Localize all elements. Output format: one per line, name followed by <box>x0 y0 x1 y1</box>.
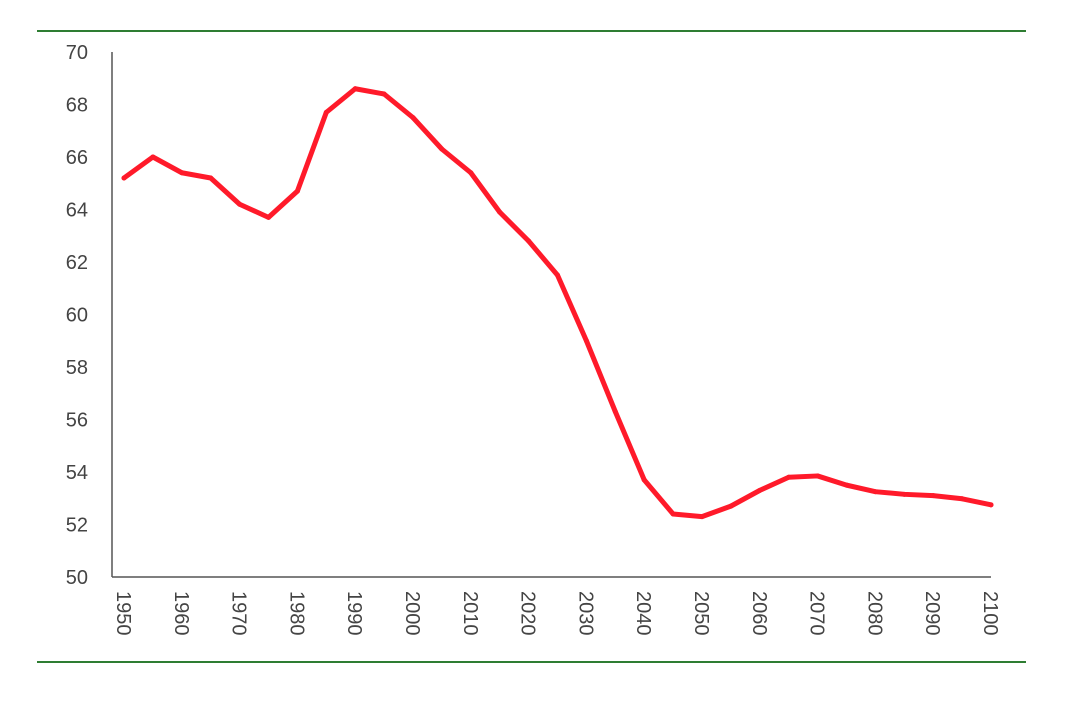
plot-area <box>121 86 994 520</box>
data-point <box>439 146 445 152</box>
x-tick-label: 2100 <box>979 591 1001 636</box>
x-tick-label: 2060 <box>748 591 770 636</box>
data-point <box>150 154 156 160</box>
data-point <box>815 473 821 479</box>
x-tick-label: 2050 <box>690 591 712 636</box>
y-tick-label: 54 <box>66 462 88 484</box>
data-point <box>930 493 936 499</box>
series-line <box>121 86 994 520</box>
y-tick-label: 52 <box>66 515 88 537</box>
y-tick-label: 62 <box>66 252 88 274</box>
y-tick-label: 58 <box>66 357 88 379</box>
data-point <box>410 115 416 121</box>
top-rule <box>37 30 1026 32</box>
data-point <box>497 209 503 215</box>
x-tick-label: 2080 <box>863 591 885 636</box>
data-point <box>901 491 907 497</box>
data-point <box>757 487 763 493</box>
data-point <box>583 338 589 344</box>
data-point <box>323 109 329 115</box>
data-point <box>699 514 705 520</box>
data-point <box>872 489 878 495</box>
data-point <box>468 170 474 176</box>
x-tick-label: 1960 <box>170 591 192 636</box>
data-point <box>121 175 127 181</box>
data-point <box>786 474 792 480</box>
x-tick-label: 1980 <box>285 591 307 636</box>
data-point <box>381 91 387 97</box>
y-tick-label: 66 <box>66 147 88 169</box>
data-point <box>844 482 849 488</box>
data-point <box>612 409 618 415</box>
data-point <box>179 170 185 176</box>
data-point <box>670 511 676 517</box>
data-point <box>237 201 243 207</box>
x-tick-label: 2010 <box>459 591 481 636</box>
data-point <box>526 238 532 244</box>
x-tick-label: 2040 <box>632 591 654 636</box>
x-tick-label: 2020 <box>517 591 539 636</box>
y-tick-label: 64 <box>66 200 88 222</box>
x-axis: 1950 1960 1970 1980 1990 2000 2010 2020 2030 2040… <box>112 576 1001 636</box>
x-tick-label: 2030 <box>574 591 596 636</box>
y-tick-label: 70 <box>66 42 88 64</box>
data-point <box>294 188 300 194</box>
data-point <box>352 86 358 92</box>
data-point <box>208 175 214 181</box>
x-tick-label: 1950 <box>112 591 134 636</box>
x-tick-label: 1970 <box>228 591 250 636</box>
x-tick-label: 2090 <box>921 591 943 636</box>
x-tick-label: 2000 <box>401 591 423 636</box>
bottom-rule <box>37 661 1026 663</box>
y-axis: 50 52 54 56 58 60 62 64 66 68 70 <box>66 42 113 589</box>
y-tick-label: 50 <box>66 567 88 589</box>
y-tick-label: 68 <box>66 95 88 117</box>
y-tick-label: 60 <box>66 305 88 327</box>
x-tick-label: 1990 <box>343 591 365 636</box>
data-point <box>728 503 734 509</box>
data-point <box>641 477 647 483</box>
x-tick-label: 2070 <box>806 591 828 636</box>
data-point <box>959 496 965 502</box>
data-point <box>266 214 271 220</box>
data-point <box>988 502 994 508</box>
y-tick-label: 56 <box>66 410 88 432</box>
data-point <box>555 272 560 278</box>
